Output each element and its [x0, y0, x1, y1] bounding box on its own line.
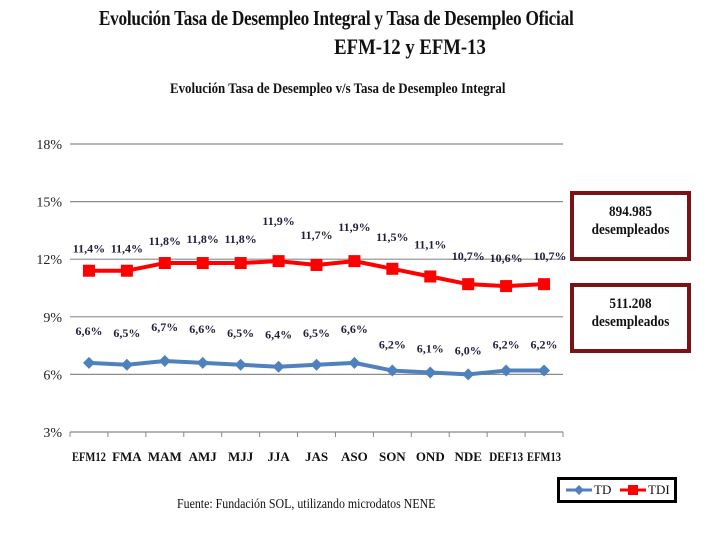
data-label-td: 6,5% [113, 326, 140, 340]
x-tick-label: SON [379, 449, 406, 464]
data-point-tdi [500, 280, 513, 293]
data-point-tdi [386, 262, 399, 275]
data-point-td [538, 364, 551, 377]
data-point-td [500, 364, 513, 377]
data-label-tdi: 11,9% [262, 214, 294, 228]
data-label-tdi: 10,7% [534, 249, 567, 263]
data-point-td [348, 356, 361, 369]
y-tick-label: 15% [36, 196, 62, 211]
data-point-td [158, 354, 171, 367]
data-point-tdi [424, 270, 437, 283]
y-tick-label: 9% [43, 311, 62, 326]
x-tick-label: NDE [454, 449, 481, 464]
data-label-td: 6,7% [151, 320, 178, 334]
legend-label-td: TD [594, 482, 612, 497]
x-tick-label: EFM12 [72, 449, 106, 464]
data-point-tdi [310, 258, 323, 271]
x-tick-label: AMJ [189, 449, 218, 464]
legend-td-diamond-icon [566, 485, 592, 495]
x-tick-label: ASO [341, 449, 368, 464]
data-label-td: 6,6% [341, 322, 368, 336]
x-tick-label: EFM13 [527, 449, 561, 464]
tdi-unemployed-text: desempleados [591, 222, 670, 238]
data-label-td: 6,0% [455, 343, 482, 357]
td-unemployed-number: 511.208 [609, 296, 652, 312]
tdi-unemployed-callout: 894.985 desempleados [570, 191, 691, 261]
source-note: Fuente: Fundación SOL, utilizando microd… [177, 497, 436, 512]
y-tick-label: 3% [43, 426, 62, 441]
data-label-td: 6,2% [379, 338, 406, 352]
chart-legend: TD TDI [557, 477, 677, 503]
data-point-tdi [82, 264, 95, 277]
y-tick-label: 12% [36, 253, 62, 268]
data-point-td [120, 358, 133, 371]
x-tick-label: DEF13 [489, 449, 523, 464]
legend-tdi-square-icon [620, 485, 646, 495]
legend-item-tdi: TDI [620, 482, 670, 498]
data-point-td [310, 358, 323, 371]
data-label-td: 6,4% [265, 328, 292, 342]
data-label-tdi: 10,7% [452, 249, 485, 263]
data-label-td: 6,2% [531, 338, 558, 352]
legend-item-td: TD [566, 482, 611, 498]
data-point-td [234, 358, 247, 371]
data-point-td [386, 364, 399, 377]
data-point-td [424, 366, 437, 379]
data-point-tdi [158, 257, 171, 270]
x-tick-label: FMA [112, 449, 142, 464]
tdi-unemployed-number: 894.985 [609, 204, 652, 220]
data-point-tdi [272, 255, 285, 268]
data-label-tdi: 11,8% [224, 232, 256, 246]
data-label-tdi: 11,4% [111, 242, 143, 256]
data-label-tdi: 11,4% [73, 242, 105, 256]
td-unemployed-callout: 511.208 desempleados [570, 283, 691, 353]
data-label-td: 6,1% [417, 341, 444, 355]
chart-subtitle: Evolución Tasa de Desempleo v/s Tasa de … [170, 81, 506, 97]
data-label-tdi: 11,8% [149, 234, 181, 248]
data-point-tdi [462, 278, 475, 291]
data-label-tdi: 11,7% [300, 228, 332, 242]
data-point-tdi [234, 257, 247, 270]
data-point-td [82, 356, 95, 369]
main-title-period: EFM-12 y EFM-13 [334, 34, 486, 59]
data-label-td: 6,5% [303, 326, 330, 340]
data-point-tdi [196, 257, 209, 270]
data-label-tdi: 11,8% [187, 232, 219, 246]
x-tick-label: MAM [148, 449, 182, 464]
data-label-tdi: 10,6% [490, 251, 523, 265]
data-label-td: 6,6% [189, 322, 216, 336]
y-tick-label: 6% [43, 368, 62, 383]
data-label-td: 6,6% [75, 324, 102, 338]
data-point-tdi [348, 255, 361, 268]
data-label-td: 6,2% [493, 338, 520, 352]
data-label-td: 6,5% [227, 326, 254, 340]
legend-label-tdi: TDI [648, 482, 670, 497]
data-point-td [462, 368, 475, 381]
data-label-tdi: 11,9% [338, 220, 370, 234]
td-unemployed-text: desempleados [591, 314, 670, 330]
data-point-td [272, 360, 285, 373]
x-tick-label: MJJ [228, 449, 254, 464]
data-point-tdi [120, 264, 133, 277]
data-label-tdi: 11,1% [414, 237, 446, 251]
data-point-td [196, 356, 209, 369]
main-title: Evolución Tasa de Desempleo Integral y T… [98, 6, 574, 30]
data-label-tdi: 11,5% [376, 230, 408, 244]
x-tick-label: JAS [305, 449, 328, 464]
data-point-tdi [538, 278, 551, 291]
y-tick-label: 18% [36, 138, 62, 153]
x-tick-label: JJA [267, 449, 290, 464]
x-tick-label: OND [416, 449, 445, 464]
